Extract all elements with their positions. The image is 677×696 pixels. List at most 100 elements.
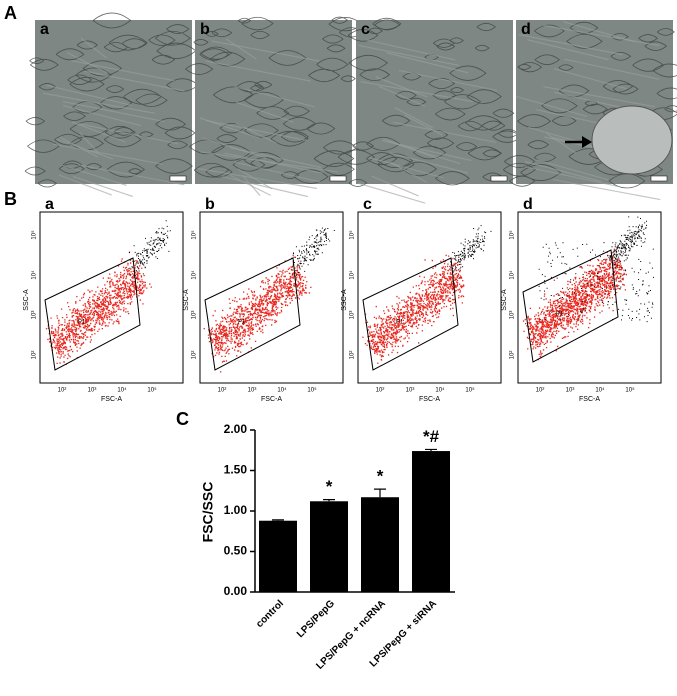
x-tick-label: 10³ — [88, 388, 97, 394]
plot-frame — [39, 211, 184, 384]
error-bar — [374, 488, 386, 498]
x-tick-label: 10⁴ — [117, 387, 127, 394]
em-texture — [202, 137, 267, 159]
scale-bar — [490, 175, 508, 182]
gate — [44, 257, 141, 371]
y-axis-label: FSC/SSC — [200, 482, 216, 543]
scale-bar — [650, 175, 668, 182]
em-texture — [80, 37, 108, 59]
y-tick-label: 10² — [32, 351, 38, 360]
bar — [361, 497, 399, 592]
em-texture — [211, 40, 320, 62]
x-tick-label: 10³ — [248, 388, 257, 394]
y-tick-label: 1.00 — [224, 503, 248, 517]
em-texture — [404, 114, 443, 136]
x-axis-label: FSC-A — [419, 396, 440, 403]
em-texture — [79, 132, 99, 154]
sub-label: d — [521, 21, 531, 38]
em-image — [356, 20, 513, 184]
em-texture — [518, 34, 623, 56]
em-texture — [515, 95, 588, 117]
em-texture — [337, 17, 523, 187]
em-texture — [229, 174, 272, 196]
em-texture — [394, 107, 433, 129]
x-tick-label: 10² — [58, 388, 67, 394]
x-tick-label: 10⁵ — [465, 387, 475, 394]
em-texture — [369, 157, 444, 179]
em-texture — [235, 122, 277, 144]
x-axis-label: FSC-A — [101, 396, 122, 403]
sub-label: b — [205, 196, 215, 213]
x-tick-label: 10⁵ — [147, 387, 157, 394]
panel-label: A — [4, 3, 17, 23]
x-tick-label: 10³ — [566, 388, 575, 394]
em-texture — [73, 175, 133, 198]
event-dots — [538, 216, 654, 323]
em-texture — [225, 38, 257, 60]
em-texture — [360, 81, 474, 103]
em-texture — [366, 39, 456, 61]
y-tick-label: 10⁴ — [31, 270, 38, 280]
x-tick-label: control — [254, 598, 286, 630]
em-texture — [234, 86, 315, 108]
em-texture — [24, 12, 200, 188]
em-texture — [536, 159, 609, 181]
annotation: *# — [423, 427, 440, 446]
em-texture — [235, 101, 294, 123]
y-tick-label: 10² — [192, 351, 198, 360]
y-tick-label: 10⁴ — [191, 270, 198, 280]
em-texture — [375, 76, 428, 98]
em-texture — [242, 175, 261, 196]
em-texture — [383, 138, 438, 160]
x-tick-label: 10⁵ — [307, 387, 317, 394]
error-bar — [425, 448, 437, 452]
y-tick-label: 10³ — [350, 311, 356, 320]
gate-label: P1 — [238, 320, 246, 326]
x-tick-label: 10⁴ — [435, 387, 445, 394]
event-dots — [45, 251, 152, 365]
em-texture — [197, 167, 318, 190]
x-tick-label: 10² — [376, 388, 385, 394]
annotation: * — [326, 477, 333, 496]
y-axis-label: SSC-A — [183, 289, 190, 311]
em-texture — [524, 160, 602, 183]
em-texture — [237, 168, 273, 190]
em-texture — [78, 123, 178, 145]
gate-label: P1 — [78, 320, 86, 326]
em-texture — [206, 60, 311, 82]
em-texture — [524, 166, 620, 188]
scale-bar — [329, 175, 347, 182]
em-texture — [222, 176, 309, 198]
em-texture — [378, 85, 426, 107]
y-axis-label: SSC-A — [23, 289, 30, 311]
event-dots — [449, 225, 492, 279]
em-texture — [71, 121, 126, 143]
event-dots — [291, 227, 335, 276]
y-tick-label: 10² — [350, 351, 356, 360]
em-texture — [392, 121, 497, 143]
em-texture — [77, 164, 185, 186]
vacuole — [591, 105, 673, 175]
em-texture — [234, 161, 321, 183]
bar — [310, 501, 348, 592]
x-tick-label: LPS/PepG — [295, 598, 337, 640]
em-texture — [84, 70, 185, 92]
sub-label: d — [523, 196, 533, 213]
x-axis-label: FSC-A — [261, 396, 282, 403]
em-texture — [563, 58, 660, 80]
em-texture — [66, 52, 108, 74]
annotation: * — [377, 467, 384, 486]
sub-label: c — [361, 21, 370, 38]
gate — [204, 257, 301, 371]
em-texture — [553, 68, 627, 90]
em-texture — [371, 175, 419, 197]
gate-label: P1 — [396, 320, 404, 326]
y-tick-label: 0.00 — [224, 584, 248, 598]
em-texture — [62, 100, 165, 123]
bar — [259, 520, 297, 592]
y-axis-label: SSC-A — [341, 289, 348, 311]
error-bar — [272, 519, 284, 521]
gate-label: P1 — [556, 312, 564, 318]
em-texture — [200, 151, 338, 173]
